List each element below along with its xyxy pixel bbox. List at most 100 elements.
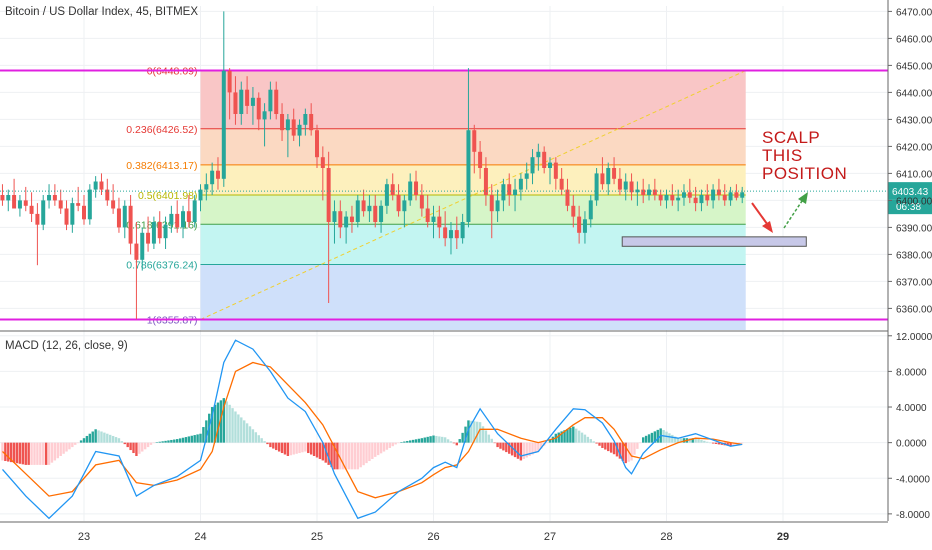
support-box[interactable] (621, 236, 807, 247)
histogram-bar-174 (508, 442, 511, 454)
histogram-bar-214 (624, 442, 627, 464)
price-tick-label-4: 6400.00 (896, 196, 932, 207)
histogram-bar-70 (205, 420, 208, 443)
histogram-bar-204 (595, 442, 598, 444)
candle-body-10 (58, 200, 63, 209)
histogram-bar-82 (240, 417, 243, 443)
histogram-bar-243 (708, 442, 712, 444)
candle-body-58 (338, 211, 343, 228)
candle-body-110 (641, 189, 646, 195)
histogram-bar-195 (569, 427, 572, 443)
fibonacci-retracement[interactable]: 0(6448.09)0.236(6426.52)0.382(6413.17)0.… (126, 66, 746, 330)
histogram-bar-196 (572, 426, 575, 443)
histogram-bar-223 (650, 432, 654, 443)
histogram-bar-177 (516, 442, 520, 459)
histogram-bar-206 (601, 442, 604, 448)
histogram-bar-250 (729, 442, 732, 447)
candle-body-98 (571, 205, 576, 217)
histogram-bar-135 (394, 442, 397, 445)
fib-level-label-5: 0.786(6376.24) (126, 260, 197, 272)
histogram-bar-35 (103, 432, 106, 443)
histogram-bar-119 (347, 442, 351, 470)
histogram-bar-4 (12, 442, 16, 463)
histogram-bar-63 (184, 437, 188, 443)
histogram-bar-47 (138, 442, 141, 454)
green-arrow-head (798, 192, 808, 204)
histogram-bar-133 (388, 442, 392, 448)
histogram-bar-58 (170, 439, 173, 443)
candle-body-80 (466, 130, 471, 222)
histogram-bar-36 (106, 433, 109, 443)
candle-body-93 (542, 151, 547, 168)
histogram-bar-92 (269, 442, 272, 448)
histogram-bar-8 (24, 442, 27, 465)
candle-body-16 (93, 181, 98, 190)
candle-body-105 (612, 168, 617, 179)
candle-body-45 (262, 111, 267, 120)
histogram-bar-146 (426, 436, 429, 443)
last-price-text: 6403.43 (892, 187, 929, 198)
candle-body-113 (658, 195, 663, 201)
histogram-bar-239 (697, 439, 700, 443)
candle-body-119 (693, 197, 698, 204)
histogram-bar-73 (213, 404, 217, 443)
candle-body-125 (728, 192, 733, 201)
histogram-bar-125 (365, 442, 368, 464)
histogram-bar-157 (458, 439, 461, 443)
x-tick-label-4: 27 (544, 531, 556, 543)
histogram-bar-29 (85, 435, 89, 443)
histogram-bar-129 (376, 442, 380, 456)
candle-body-124 (722, 195, 727, 201)
candle-body-19 (111, 200, 116, 209)
histogram-bar-108 (315, 442, 319, 458)
histogram-bar-86 (251, 429, 255, 443)
histogram-bar-103 (301, 442, 304, 453)
candle-body-50 (291, 119, 296, 136)
histogram-bar-246 (717, 442, 721, 445)
histogram-bar-166 (484, 430, 488, 443)
histogram-bar-0 (1, 442, 4, 461)
histogram-bar-158 (461, 432, 464, 443)
histogram-bar-115 (336, 442, 339, 470)
histogram-bar-30 (88, 433, 92, 443)
histogram-bar-140 (409, 440, 412, 443)
histogram-bar-224 (653, 431, 657, 443)
x-tick-label-0: 23 (78, 531, 90, 543)
candle-body-79 (460, 222, 465, 239)
price-tick-label-3: 6390.00 (896, 223, 932, 234)
price-tick-label-10: 6460.00 (896, 34, 932, 45)
histogram-bar-53 (155, 442, 159, 443)
histogram-bar-231 (674, 436, 677, 443)
candle-body-116 (676, 197, 681, 201)
macd-tick-label-4: 8.0000 (896, 367, 927, 378)
candle-body-84 (489, 195, 494, 212)
candle-body-101 (588, 200, 593, 220)
histogram-bar-60 (176, 439, 179, 443)
histogram-bar-21 (62, 442, 65, 454)
price-tick-label-0: 6360.00 (896, 304, 932, 315)
countdown-tag (888, 199, 932, 215)
histogram-bar-205 (598, 442, 601, 446)
price-tick-label-6: 6420.00 (896, 142, 932, 153)
histogram-bar-241 (703, 440, 706, 443)
histogram-bar-113 (330, 442, 333, 468)
histogram-bar-141 (411, 439, 415, 443)
horizontal-lines[interactable] (0, 69, 888, 321)
histogram-bar-251 (732, 442, 735, 446)
histogram-bar-182 (531, 442, 534, 455)
histogram-bar-139 (406, 440, 409, 443)
histogram-bar-55 (161, 441, 164, 443)
histogram-bar-116 (339, 442, 342, 470)
candle-body-17 (99, 181, 104, 190)
candle-body-69 (402, 200, 407, 212)
annotation-line-2: THIS (762, 146, 803, 165)
histogram-bar-37 (109, 434, 112, 443)
histogram-bar-181 (528, 442, 531, 456)
histogram-bar-253 (738, 442, 741, 444)
candle-body-70 (408, 181, 413, 201)
x-tick-label-1: 24 (194, 531, 206, 543)
histogram-bar-88 (257, 435, 260, 443)
annotation-line-1: SCALP (762, 128, 821, 147)
histogram-bar-61 (178, 438, 182, 443)
macd-tick-label-1: -4.0000 (896, 474, 930, 485)
